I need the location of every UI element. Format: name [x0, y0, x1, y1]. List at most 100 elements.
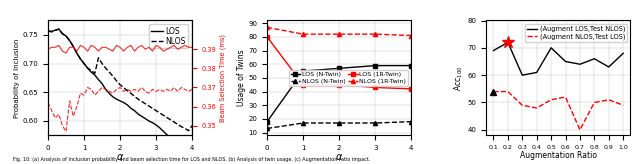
LOS: [131, 110, 138, 112]
LOS: [95, 79, 102, 81]
LOS: [66, 40, 74, 42]
LOS: [51, 29, 59, 31]
NLOS: [98, 63, 106, 65]
Line: NLOS (1R-Twin): NLOS (1R-Twin): [265, 25, 413, 38]
LOS: [88, 71, 95, 73]
LOS (1R-Twin): [408, 88, 415, 90]
NLOS: [181, 127, 189, 129]
LOS: [55, 28, 63, 30]
Legend: LOS, NLOS: LOS, NLOS: [149, 24, 188, 48]
NLOS: [116, 84, 124, 86]
LOS: [120, 102, 127, 104]
LOS: [156, 127, 164, 129]
NLOS: [156, 112, 164, 114]
NLOS: [127, 92, 135, 94]
(Augment LOS,Test NLOS): [562, 61, 570, 62]
(Augment LOS,Test NLOS): [490, 50, 497, 51]
LOS: [145, 120, 153, 122]
NLOS: [66, 40, 74, 42]
LOS: [124, 104, 131, 106]
(Augment NLOS,Test LOS): [518, 104, 526, 106]
Text: Fig. 10: (a) Analysis of Inclusion probability and beam selection time for LOS a: Fig. 10: (a) Analysis of Inclusion proba…: [13, 157, 370, 162]
LOS: [177, 147, 185, 149]
Line: (Augment NLOS,Test LOS): (Augment NLOS,Test LOS): [493, 92, 623, 130]
(Augment LOS,Test NLOS): [547, 47, 555, 49]
LOS: [80, 63, 88, 65]
(Augment NLOS,Test LOS): [620, 104, 627, 106]
NLOS: [109, 75, 116, 77]
Line: LOS: LOS: [48, 29, 192, 161]
LOS (N-Twin): [263, 121, 271, 123]
LOS: [69, 45, 77, 47]
LOS: [84, 67, 92, 69]
(Augment NLOS,Test LOS): [562, 96, 570, 98]
LOS (N-Twin): [371, 65, 379, 67]
NLOS: [131, 95, 138, 97]
NLOS: [148, 107, 156, 109]
LOS: [166, 137, 174, 139]
LOS: [116, 100, 124, 102]
Legend: LOS (N-Twin), NLOS (N-Twin), LOS (1R-Twin), NLOS (1R-Twin): LOS (N-Twin), NLOS (N-Twin), LOS (1R-Twi…: [289, 70, 408, 86]
Line: NLOS: NLOS: [48, 29, 192, 131]
NLOS: [62, 35, 70, 37]
Line: LOS (N-Twin): LOS (N-Twin): [265, 63, 413, 124]
LOS (1R-Twin): [263, 36, 271, 38]
(Augment LOS,Test NLOS): [605, 66, 612, 68]
Line: (Augment LOS,Test NLOS): (Augment LOS,Test NLOS): [493, 42, 623, 75]
Line: NLOS (N-Twin): NLOS (N-Twin): [265, 120, 413, 131]
NLOS (N-Twin): [408, 121, 415, 123]
NLOS (N-Twin): [263, 127, 271, 129]
(Augment NLOS,Test LOS): [547, 99, 555, 101]
LOS: [109, 96, 116, 98]
LOS (1R-Twin): [371, 86, 379, 88]
Y-axis label: Usage of Twins: Usage of Twins: [237, 50, 246, 106]
NLOS: [51, 29, 59, 31]
NLOS: [73, 52, 81, 54]
NLOS (N-Twin): [335, 122, 343, 124]
X-axis label: $\alpha$: $\alpha$: [116, 152, 124, 162]
(Augment NLOS,Test LOS): [605, 99, 612, 101]
(Augment NLOS,Test LOS): [504, 91, 512, 92]
NLOS: [185, 130, 193, 132]
LOS: [188, 160, 196, 162]
LOS: [59, 33, 67, 35]
LOS: [77, 58, 84, 60]
Y-axis label: Probability of Inclusion: Probability of Inclusion: [13, 38, 20, 118]
(Augment LOS,Test NLOS): [518, 74, 526, 76]
NLOS (N-Twin): [300, 122, 307, 124]
LOS: [127, 107, 135, 109]
NLOS: [80, 63, 88, 65]
LOS: [174, 144, 182, 146]
NLOS: [84, 67, 92, 69]
NLOS: [113, 80, 120, 82]
LOS (1R-Twin): [300, 84, 307, 86]
(Augment NLOS,Test LOS): [576, 129, 584, 131]
LOS: [148, 122, 156, 124]
Legend: (Augment LOS,Test NLOS), (Augment NLOS,Test LOS): (Augment LOS,Test NLOS), (Augment NLOS,T…: [525, 24, 627, 42]
NLOS: [138, 100, 145, 102]
LOS: [159, 130, 167, 132]
NLOS: [134, 98, 142, 100]
NLOS (1R-Twin): [408, 35, 415, 37]
LOS: [113, 98, 120, 100]
NLOS: [163, 116, 171, 118]
LOS: [185, 155, 193, 157]
NLOS: [106, 71, 113, 73]
LOS (N-Twin): [408, 65, 415, 67]
LOS: [170, 140, 178, 142]
(Augment LOS,Test NLOS): [576, 63, 584, 65]
NLOS (1R-Twin): [263, 26, 271, 28]
LOS: [98, 83, 106, 85]
NLOS: [159, 114, 167, 116]
(Augment NLOS,Test LOS): [490, 91, 497, 92]
(Augment LOS,Test NLOS): [591, 58, 598, 60]
LOS (N-Twin): [300, 70, 307, 72]
NLOS: [91, 72, 99, 74]
NLOS: [69, 45, 77, 47]
LOS: [141, 118, 149, 120]
LOS: [138, 115, 145, 117]
NLOS: [177, 126, 185, 128]
NLOS: [44, 30, 52, 32]
LOS: [134, 113, 142, 115]
LOS (1R-Twin): [335, 84, 343, 86]
